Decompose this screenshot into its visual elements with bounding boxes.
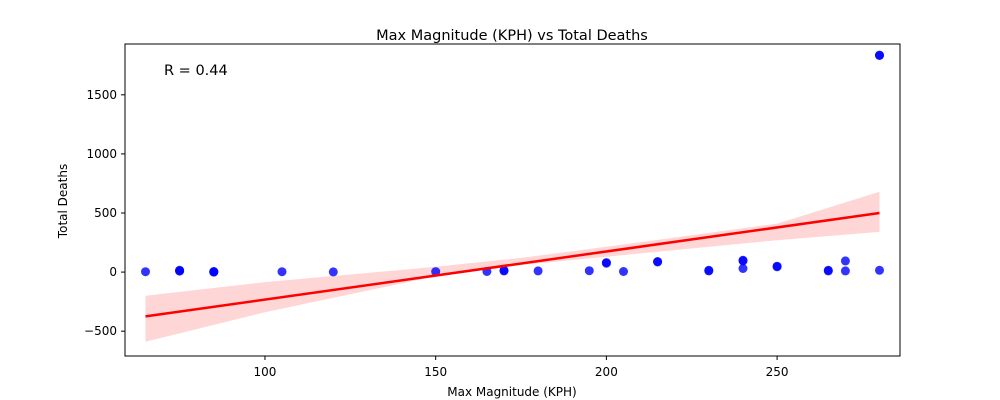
- data-point: [738, 264, 748, 273]
- data-point: [619, 267, 628, 276]
- data-point: [840, 266, 850, 276]
- data-point: [141, 267, 150, 277]
- x-tick-label: 100: [254, 365, 277, 379]
- data-point: [601, 258, 611, 268]
- regression-line: [145, 211, 880, 318]
- plot-frame: [124, 43, 901, 357]
- data-point: [875, 50, 884, 60]
- data-point: [704, 265, 714, 275]
- plot-area: 100 150 200 250 −500 0 500 1000 1500: [84, 43, 901, 379]
- data-point: [823, 265, 833, 275]
- confidence-band: [145, 191, 880, 342]
- y-tick-label: 1500: [86, 88, 117, 102]
- r-annotation: R = 0.44: [164, 63, 228, 79]
- data-point: [653, 257, 663, 267]
- data-point: [209, 267, 219, 277]
- x-axis-label: Max Magnitude (KPH): [447, 385, 577, 399]
- y-axis-label: Total Deaths: [56, 164, 70, 239]
- chart-title: Max Magnitude (KPH) vs Total Deaths: [376, 28, 648, 44]
- data-point: [175, 265, 185, 275]
- data-point: [431, 267, 441, 277]
- x-tick-label: 200: [595, 365, 618, 379]
- data-point: [738, 255, 748, 265]
- x-tick-label: 250: [766, 365, 789, 379]
- data-point: [584, 266, 594, 276]
- y-tick-label: 500: [94, 206, 117, 220]
- data-point: [277, 267, 287, 277]
- y-tick-label: 1000: [86, 147, 117, 161]
- data-point: [533, 266, 543, 276]
- y-tick-label: 0: [109, 265, 117, 279]
- data-point: [499, 265, 509, 275]
- y-tick-label: −500: [84, 324, 117, 338]
- data-point: [772, 261, 782, 271]
- data-point: [875, 265, 884, 275]
- data-point: [840, 256, 850, 266]
- data-point: [328, 267, 338, 277]
- x-tick-label: 150: [424, 365, 447, 379]
